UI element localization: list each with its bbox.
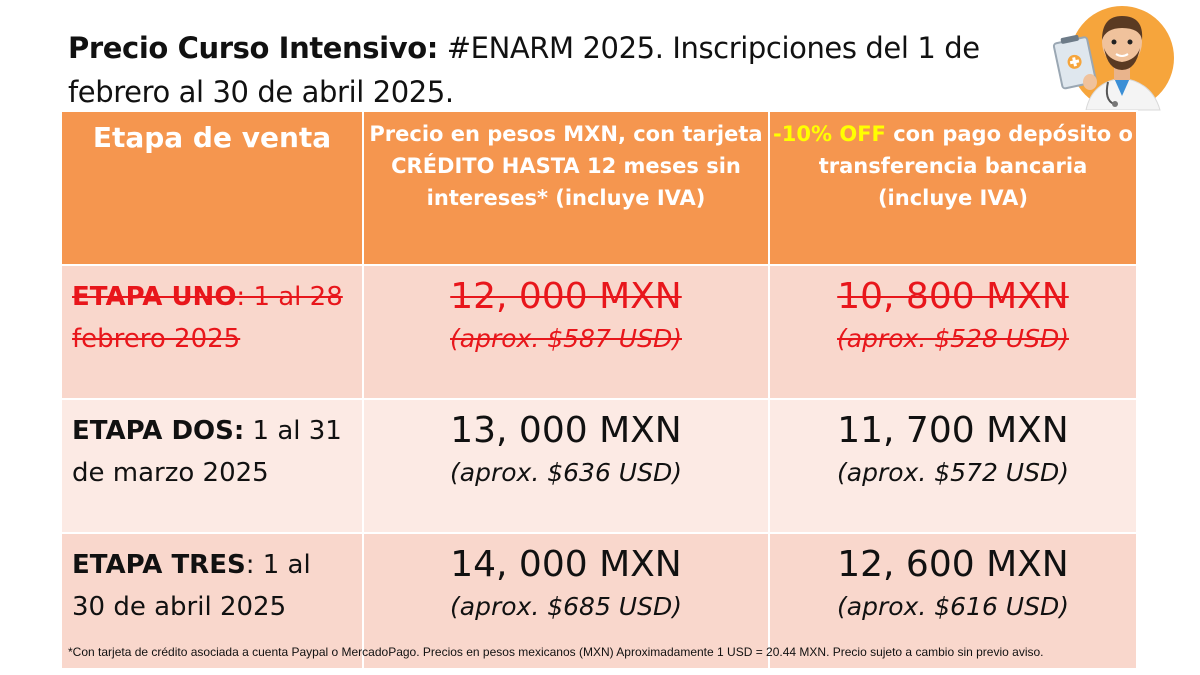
page-title: Precio Curso Intensivo: #ENARM 2025. Ins… [68,26,1028,114]
price-usd: (aprox. $636 USD) [450,458,682,487]
stage-cell: ETAPA TRES: 1 al 30 de abril 2025 [60,532,364,670]
price-table: Etapa de venta Precio en pesos MXN, con … [60,110,1138,670]
footnote: *Con tarjeta de crédito asociada a cuent… [68,645,1044,659]
price-usd: (aprox. $528 USD) [837,324,1069,353]
table-row: ETAPA TRES: 1 al 30 de abril 2025 14, 00… [60,532,1138,670]
title-bold: Precio Curso Intensivo: [68,31,438,65]
credit-price-cell: 12, 000 MXN (aprox. $587 USD) [362,264,770,400]
deposit-price-cell: 11, 700 MXN (aprox. $572 USD) [768,398,1138,534]
header-stage: Etapa de venta [60,110,364,266]
stage-name: ETAPA UNO [72,282,237,312]
credit-price-cell: 13, 000 MXN (aprox. $636 USD) [362,398,770,534]
stage-cell: ETAPA DOS: 1 al 31 de marzo 2025 [60,398,364,534]
table-row: ETAPA UNO: 1 al 28 febrero 2025 12, 000 … [60,264,1138,400]
price-usd: (aprox. $587 USD) [450,324,682,353]
price-mxn: 13, 000 MXN [450,410,682,451]
price-mxn: 12, 600 MXN [837,544,1069,585]
header-deposit-text: con pago depósito o transferencia bancar… [818,122,1133,210]
price-mxn: 11, 700 MXN [837,410,1069,451]
deposit-price-cell: 10, 800 MXN (aprox. $528 USD) [768,264,1138,400]
stage-cell: ETAPA UNO: 1 al 28 febrero 2025 [60,264,364,400]
title-rest: #ENARM 2025. Inscripciones del 1 de febr… [68,31,980,109]
price-mxn: 10, 800 MXN [837,276,1069,317]
table-header-row: Etapa de venta Precio en pesos MXN, con … [60,110,1138,266]
doctor-avatar-icon [1052,6,1174,111]
stage-dates: 1 al 31 de marzo 2025 [72,416,342,488]
price-mxn: 12, 000 MXN [450,276,682,317]
stage-dates: : 1 al 28 febrero 2025 [72,282,343,354]
price-usd: (aprox. $572 USD) [837,458,1069,487]
stage-name: ETAPA TRES [72,550,246,580]
deposit-price-cell: 12, 600 MXN (aprox. $616 USD) [768,532,1138,670]
stage-dates: : 1 al 30 de abril 2025 [72,550,311,622]
header-deposit-price: -10% OFF con pago depósito o transferenc… [768,110,1138,266]
credit-price-cell: 14, 000 MXN (aprox. $685 USD) [362,532,770,670]
stage-name: ETAPA DOS: [72,416,245,446]
discount-highlight: -10% OFF [773,122,886,146]
price-usd: (aprox. $616 USD) [837,592,1069,621]
price-usd: (aprox. $685 USD) [450,592,682,621]
header-credit-price: Precio en pesos MXN, con tarjeta CRÉDITO… [362,110,770,266]
table-row: ETAPA DOS: 1 al 31 de marzo 2025 13, 000… [60,398,1138,534]
price-mxn: 14, 000 MXN [450,544,682,585]
